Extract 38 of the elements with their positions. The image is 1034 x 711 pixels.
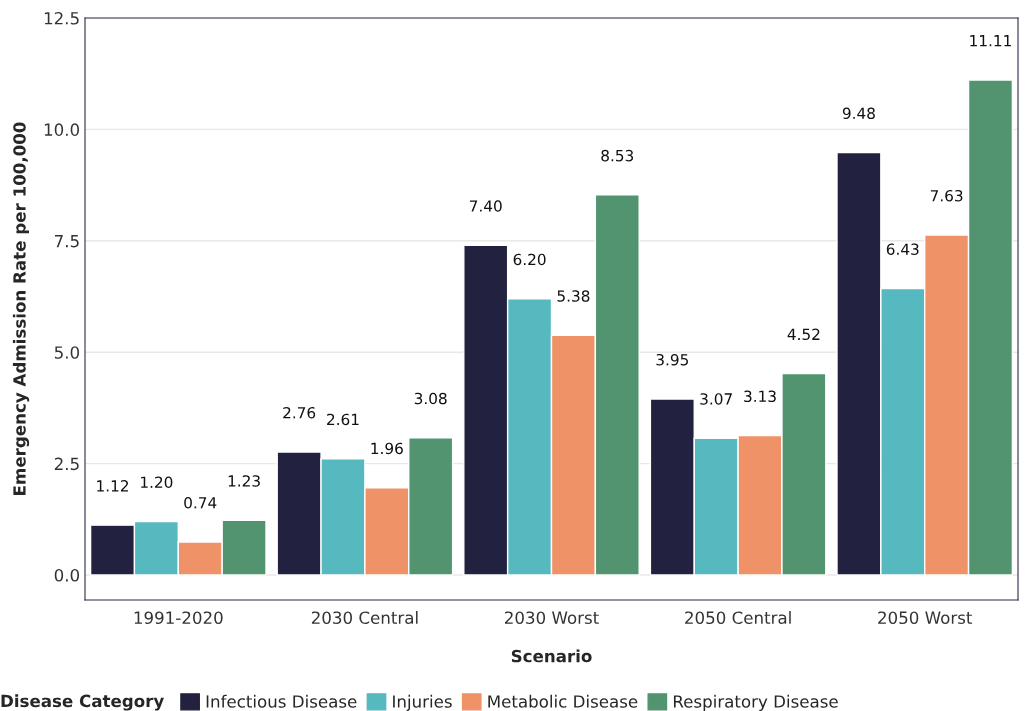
data-label: 6.20 <box>513 253 546 266</box>
data-label: 11.11 <box>970 35 1011 47</box>
data-label: 5.38 <box>557 290 590 302</box>
data-label: 3.08 <box>414 392 447 405</box>
data-label: 6.43 <box>886 243 919 255</box>
data-label: 0.74 <box>184 497 217 509</box>
data-label: 1.12 <box>97 480 128 492</box>
y-tick-label: 5.0 <box>54 346 80 359</box>
legend-label: Infectious Disease <box>206 694 357 708</box>
data-label: 1.20 <box>141 476 173 489</box>
x-tick-label: 2050 Central <box>685 611 791 625</box>
y-tick-label: 0.0 <box>54 569 80 582</box>
data-label: 3.07 <box>700 393 732 405</box>
y-tick-label: 10.0 <box>44 123 80 136</box>
x-tick-label: 2030 Worst <box>504 611 599 625</box>
y-tick-label: 2.5 <box>54 457 79 471</box>
data-label: 7.63 <box>930 189 963 202</box>
data-label: 9.48 <box>842 107 875 120</box>
data-label: 8.53 <box>601 149 634 162</box>
legend-label: Injuries <box>393 694 452 711</box>
legend-label: Metabolic Disease <box>488 694 638 708</box>
data-label: 1.23 <box>228 475 260 487</box>
data-label: 2.61 <box>327 413 359 426</box>
data-label: 7.40 <box>469 200 502 212</box>
y-tick-label: 12.5 <box>44 11 79 25</box>
legend-title: Disease Category <box>1 694 164 711</box>
x-tick-label: 2030 Central <box>311 611 418 625</box>
y-axis-title: Emergency Admission Rate per 100,000 <box>12 122 30 495</box>
x-tick-label: 1991-2020 <box>134 611 223 625</box>
x-axis-title: Scenario <box>511 649 592 663</box>
x-tick-label: 2050 Worst <box>878 611 973 625</box>
y-tick-label: 7.5 <box>55 235 79 248</box>
data-label: 2.76 <box>283 406 316 419</box>
data-label: 1.96 <box>371 442 403 455</box>
data-label: 3.95 <box>656 353 688 366</box>
data-label: 3.13 <box>744 390 776 403</box>
legend-label: Respiratory Disease <box>673 694 838 711</box>
data-label: 4.52 <box>787 328 820 341</box>
